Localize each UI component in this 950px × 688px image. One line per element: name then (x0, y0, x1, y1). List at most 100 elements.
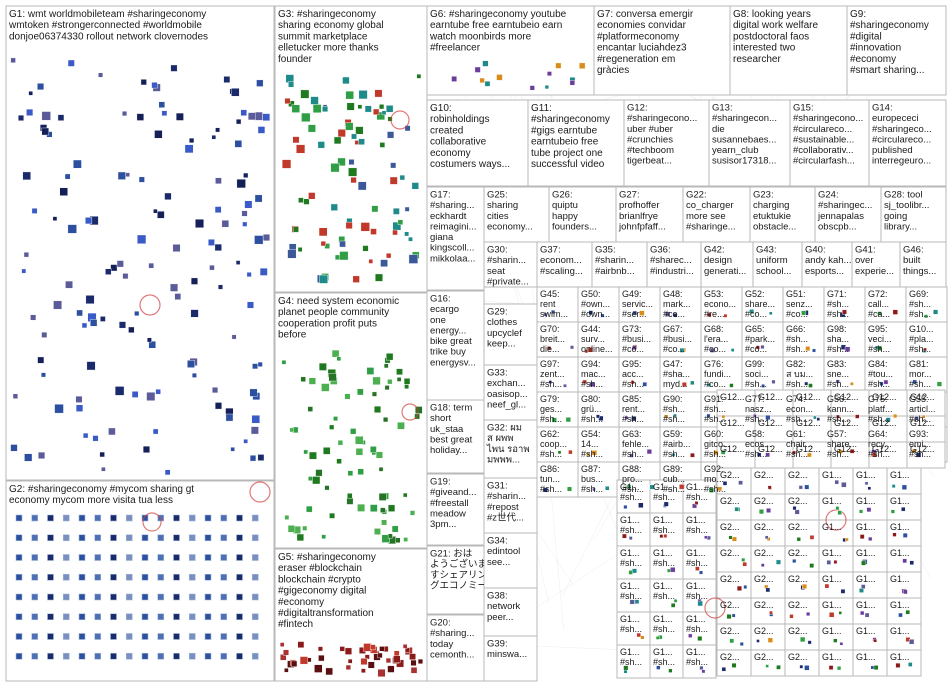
group-label-g53: G53: econo... #re... (704, 289, 736, 319)
group-label-t0_0: G2... (720, 470, 740, 480)
graph-node (364, 105, 372, 113)
group-label-line: G38: (487, 591, 508, 602)
group-label-t4_2: G2... (788, 574, 808, 584)
graph-node (895, 662, 901, 668)
group-label-line: G1... (890, 652, 910, 662)
graph-node (78, 593, 86, 601)
group-label-line: #sh... (786, 414, 808, 424)
highlight-ring (249, 481, 271, 503)
graph-node (769, 610, 773, 615)
group-label-line: G71: (827, 289, 847, 299)
graph-node (148, 340, 156, 349)
group-cell-g50 (577, 286, 620, 323)
group-label-line: G2... (788, 496, 808, 506)
graph-node (921, 414, 926, 419)
graph-node (370, 504, 378, 512)
graph-node (220, 593, 228, 601)
highlight-ring (704, 597, 726, 619)
group-label-line: G12... (872, 392, 897, 402)
group-cell-t7_1 (750, 649, 786, 677)
group-label-line: G2... (788, 470, 808, 480)
group-label-line: #sh... (620, 624, 642, 634)
graph-node (548, 380, 552, 384)
graph-node (236, 534, 243, 542)
group-label-line: best great (430, 434, 473, 445)
graph-node (377, 669, 386, 678)
group-label-line: G47: (663, 359, 683, 369)
graph-node (649, 484, 655, 490)
graph-node (234, 140, 243, 148)
group-label-line: G12... (910, 392, 935, 402)
group-label-v3_1: G1... #sh... (653, 581, 675, 601)
graph-node (346, 497, 354, 505)
group-label-line: kingscoll... (430, 243, 474, 254)
group-label-v5_0: G1... #sh... (620, 647, 642, 667)
graph-node (708, 487, 714, 493)
group-label-line: G51: (786, 289, 806, 299)
graph-node (110, 633, 117, 640)
group-cell-g16 (426, 290, 485, 401)
graph-node (47, 613, 54, 621)
graph-node (94, 652, 102, 660)
group-label-line: ส บม... (786, 369, 813, 379)
graph-node (173, 593, 180, 601)
group-cell-g79 (536, 391, 579, 428)
group-label-line: G42: (704, 245, 725, 256)
graph-node (85, 295, 95, 304)
group-label-line: #sh... (540, 449, 562, 459)
graph-node (598, 415, 604, 421)
group-cell-v5_2 (682, 644, 717, 679)
graph-node (375, 273, 383, 282)
group-cell-t7_4 (852, 649, 888, 677)
graph-node (377, 652, 383, 659)
graph-node (873, 638, 877, 643)
graph-node (404, 231, 410, 237)
group-cell-t0_1 (750, 467, 786, 495)
group-label-line: G68: (704, 324, 724, 334)
group-label-line: #sharinge... (686, 221, 736, 232)
graph-node (175, 112, 184, 121)
group-label-g79: G79: ges... #sh... (540, 394, 562, 424)
graph-node (249, 455, 257, 462)
group-label-line: #ca... (868, 309, 890, 319)
group-label-u1_5: G12... (910, 418, 935, 428)
graph-node (208, 239, 215, 246)
graph-node (300, 376, 306, 382)
graph-node (864, 612, 870, 618)
graph-node (78, 613, 86, 621)
graph-node (333, 136, 342, 145)
group-label-line: G46: (903, 245, 924, 256)
graph-node (15, 613, 23, 621)
group-label-line: G1... (822, 626, 842, 636)
graph-node (579, 62, 586, 69)
group-label-line: #sharing... (430, 200, 474, 211)
graph-node (892, 532, 897, 537)
group-label-line: #sh... (540, 379, 562, 389)
graph-node (170, 64, 178, 72)
graph-node (809, 535, 815, 540)
node-layer (10, 57, 942, 678)
graph-node (828, 665, 834, 670)
graph-node (569, 80, 575, 86)
group-label-line: #sh... (909, 414, 931, 424)
graph-node (741, 557, 746, 562)
graph-node (47, 554, 54, 561)
graph-node (392, 229, 398, 236)
group-label-t3_0: G2... (720, 548, 740, 558)
graph-node (482, 60, 489, 67)
graph-node (833, 560, 838, 564)
graph-node (632, 345, 637, 351)
graph-node (140, 79, 147, 86)
group-label-line: G64: (868, 429, 888, 439)
graph-node (690, 380, 695, 386)
group-label-line: surv... (581, 334, 605, 344)
graph-node (387, 131, 395, 139)
graph-node (204, 534, 212, 542)
graph-node (173, 573, 180, 581)
group-label-line: watch moonbirds more (429, 31, 532, 42)
graph-node (243, 439, 248, 444)
graph-node (357, 104, 363, 110)
group-label-v4_0: G1... #sh... (620, 614, 642, 634)
group-cell-u1_5 (906, 415, 946, 443)
group-cell-v5_0 (616, 644, 651, 679)
